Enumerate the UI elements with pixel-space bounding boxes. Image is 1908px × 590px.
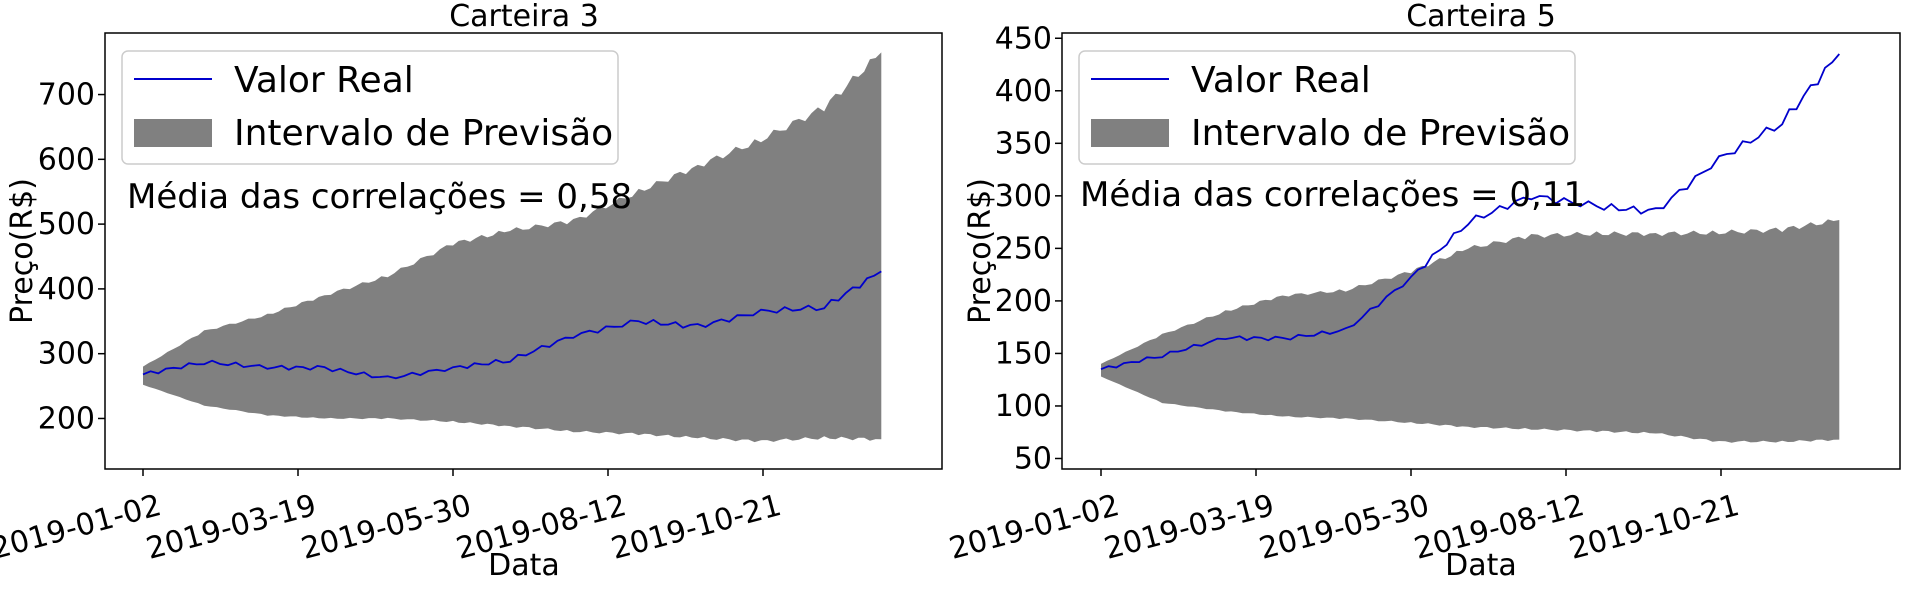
y-tick-label: 450 [995,21,1052,56]
y-axis-label: Preço(R$) [963,178,998,324]
x-tick-label: 2019-10-21 [608,488,785,567]
x-tick-label: 2019-01-02 [0,488,165,567]
plot-frame [104,32,943,470]
valor-real-line [1100,53,1840,371]
legend-label-valor-real: Valor Real [234,60,414,101]
y-tick-label: 100 [995,389,1052,424]
y-tick-label: 200 [38,401,95,436]
plot-frame [1061,32,1901,470]
x-tick-label: 2019-10-21 [1566,488,1743,567]
valor-real-line [142,270,882,380]
y-tick-label: 300 [38,337,95,372]
y-tick-label: 250 [995,231,1052,266]
y-tick-label: 700 [38,78,95,113]
chart-panel-carteira-3: Carteira 3 Valor Real Intervalo de Previ… [0,0,943,583]
legend-band-swatch [1091,119,1169,147]
x-axis-label: Data [488,548,560,583]
x-tick-label: 2019-05-30 [298,488,475,567]
y-axis-label: Preço(R$) [5,178,40,324]
legend-label-intervalo: Intervalo de Previsão [234,113,613,154]
y-tick-label: 500 [38,207,95,242]
legend-box [1078,50,1576,165]
y-tick-label: 350 [995,126,1052,161]
legend: Valor Real Intervalo de Previsão [1078,50,1576,165]
x-tick-label: 2019-03-19 [1101,488,1278,567]
correlation-annotation: Média das correlações = 0,58 [127,177,632,217]
chart-title: Carteira 5 [1406,0,1556,34]
y-tick-label: 50 [1014,441,1052,476]
prediction-interval-band [1101,219,1840,443]
plot-area [142,52,882,443]
legend: Valor Real Intervalo de Previsão [121,50,619,165]
legend-band-swatch [134,119,212,147]
chart-title: Carteira 3 [449,0,599,34]
x-tick-label: 2019-01-02 [946,488,1123,567]
plot-area [1100,53,1840,443]
y-tick-label: 200 [995,284,1052,319]
y-tick-label: 400 [38,272,95,307]
y-tick-label: 600 [38,142,95,177]
y-tick-label: 300 [995,179,1052,214]
x-tick-label: 2019-03-19 [143,488,320,567]
legend-label-intervalo: Intervalo de Previsão [1191,113,1570,154]
x-axis-label: Data [1445,548,1517,583]
y-tick-label: 150 [995,336,1052,371]
legend-box [121,50,619,165]
y-tick-label: 400 [995,74,1052,109]
x-tick-label: 2019-05-30 [1256,488,1433,567]
correlation-annotation: Média das correlações = 0,11 [1080,175,1585,215]
legend-label-valor-real: Valor Real [1191,60,1371,101]
chart-panel-carteira-5: Carteira 5 Valor Real Intervalo de Previ… [946,0,1901,583]
prediction-interval-band [143,52,882,443]
